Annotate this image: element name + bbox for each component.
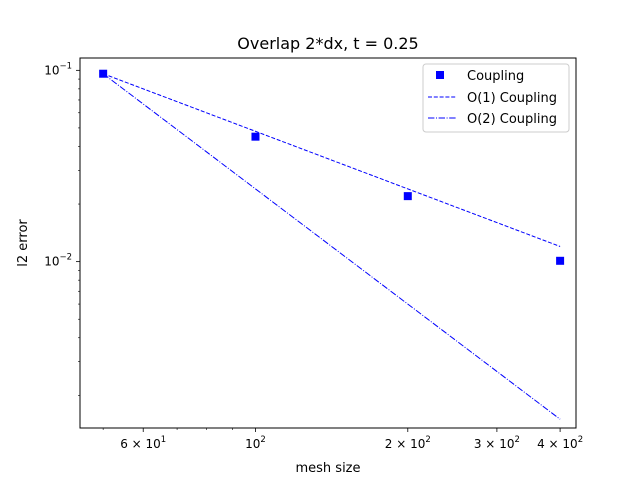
legend-label-o1: O(1) Coupling <box>467 91 557 106</box>
plot-frame <box>79 57 577 429</box>
y-tick-label: 10−1 <box>44 61 72 77</box>
coupling-point <box>403 192 412 201</box>
y-axis-label: l2 error <box>16 219 31 267</box>
x-tick-label: 3 × 102 <box>474 435 520 451</box>
legend-marker-coupling <box>436 71 444 79</box>
legend-label-coupling: Coupling <box>467 69 524 84</box>
x-axis-label: mesh size <box>295 461 360 476</box>
legend-box <box>422 63 570 133</box>
x-tick-label: 102 <box>245 435 266 451</box>
legend-label-o2: O(2) Coupling <box>467 112 557 127</box>
x-tick-label: 4 × 102 <box>537 435 583 451</box>
y-tick-label: 10−2 <box>44 253 72 269</box>
series-layer <box>99 69 565 420</box>
legend: Coupling O(1) Coupling O(2) Coupling <box>422 63 570 133</box>
o1-coupling-line <box>102 73 561 247</box>
plot-area <box>79 57 577 429</box>
chart-title: Overlap 2*dx, t = 0.25 <box>237 34 418 53</box>
coupling-point <box>556 256 565 265</box>
x-tick-label: 6 × 101 <box>120 435 166 451</box>
y-axis: 10−1 10−2 <box>44 61 80 396</box>
x-axis: 6 × 101 102 2 × 102 3 × 102 4 × 102 <box>102 428 583 451</box>
coupling-point <box>251 132 260 141</box>
o2-coupling-line <box>102 73 561 420</box>
x-tick-label: 2 × 102 <box>385 435 431 451</box>
